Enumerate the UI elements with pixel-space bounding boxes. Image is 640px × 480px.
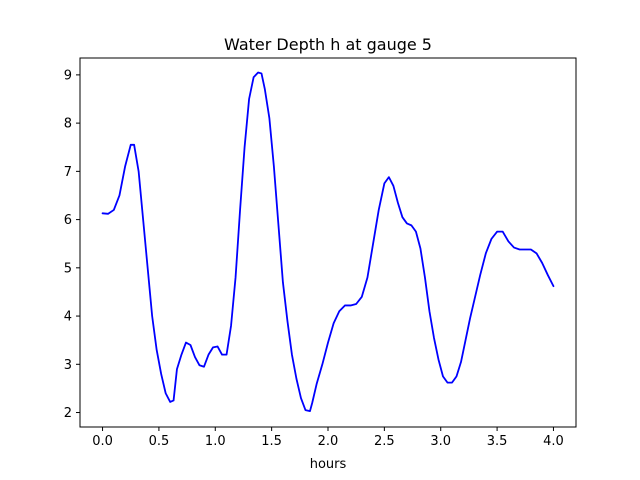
axes: 0.0 0.5 1.0 1.5 2.0 2.5 3.0 3.5 4.0 2 3 4 5 6 7 8 9 — [64, 57, 577, 449]
x-tick-label: 1.0 — [205, 434, 226, 449]
x-tick-label: 1.5 — [261, 434, 282, 449]
x-tick-label: 2.5 — [374, 434, 395, 449]
x-tick-label: 4.0 — [543, 434, 564, 449]
chart-title: Water Depth h at gauge 5 — [224, 35, 432, 54]
y-tick-label: 3 — [64, 358, 72, 373]
x-axis-label: hours — [310, 457, 347, 472]
plot-area — [101, 71, 555, 412]
y-tick-label: 2 — [64, 406, 72, 421]
y-tick-label: 6 — [64, 213, 72, 228]
x-tick-label: 2.0 — [318, 434, 339, 449]
x-tick-label: 3.0 — [430, 434, 451, 449]
x-tick-label: 0.0 — [92, 434, 113, 449]
series-line-0 — [101, 71, 555, 412]
y-tick-label: 5 — [64, 261, 72, 276]
x-tick-label: 0.5 — [149, 434, 170, 449]
y-tick-label: 4 — [64, 310, 72, 325]
y-tick-label: 9 — [64, 68, 72, 83]
y-tick-label: 8 — [64, 117, 72, 132]
y-tick-label: 7 — [64, 165, 72, 180]
x-tick-label: 3.5 — [487, 434, 508, 449]
